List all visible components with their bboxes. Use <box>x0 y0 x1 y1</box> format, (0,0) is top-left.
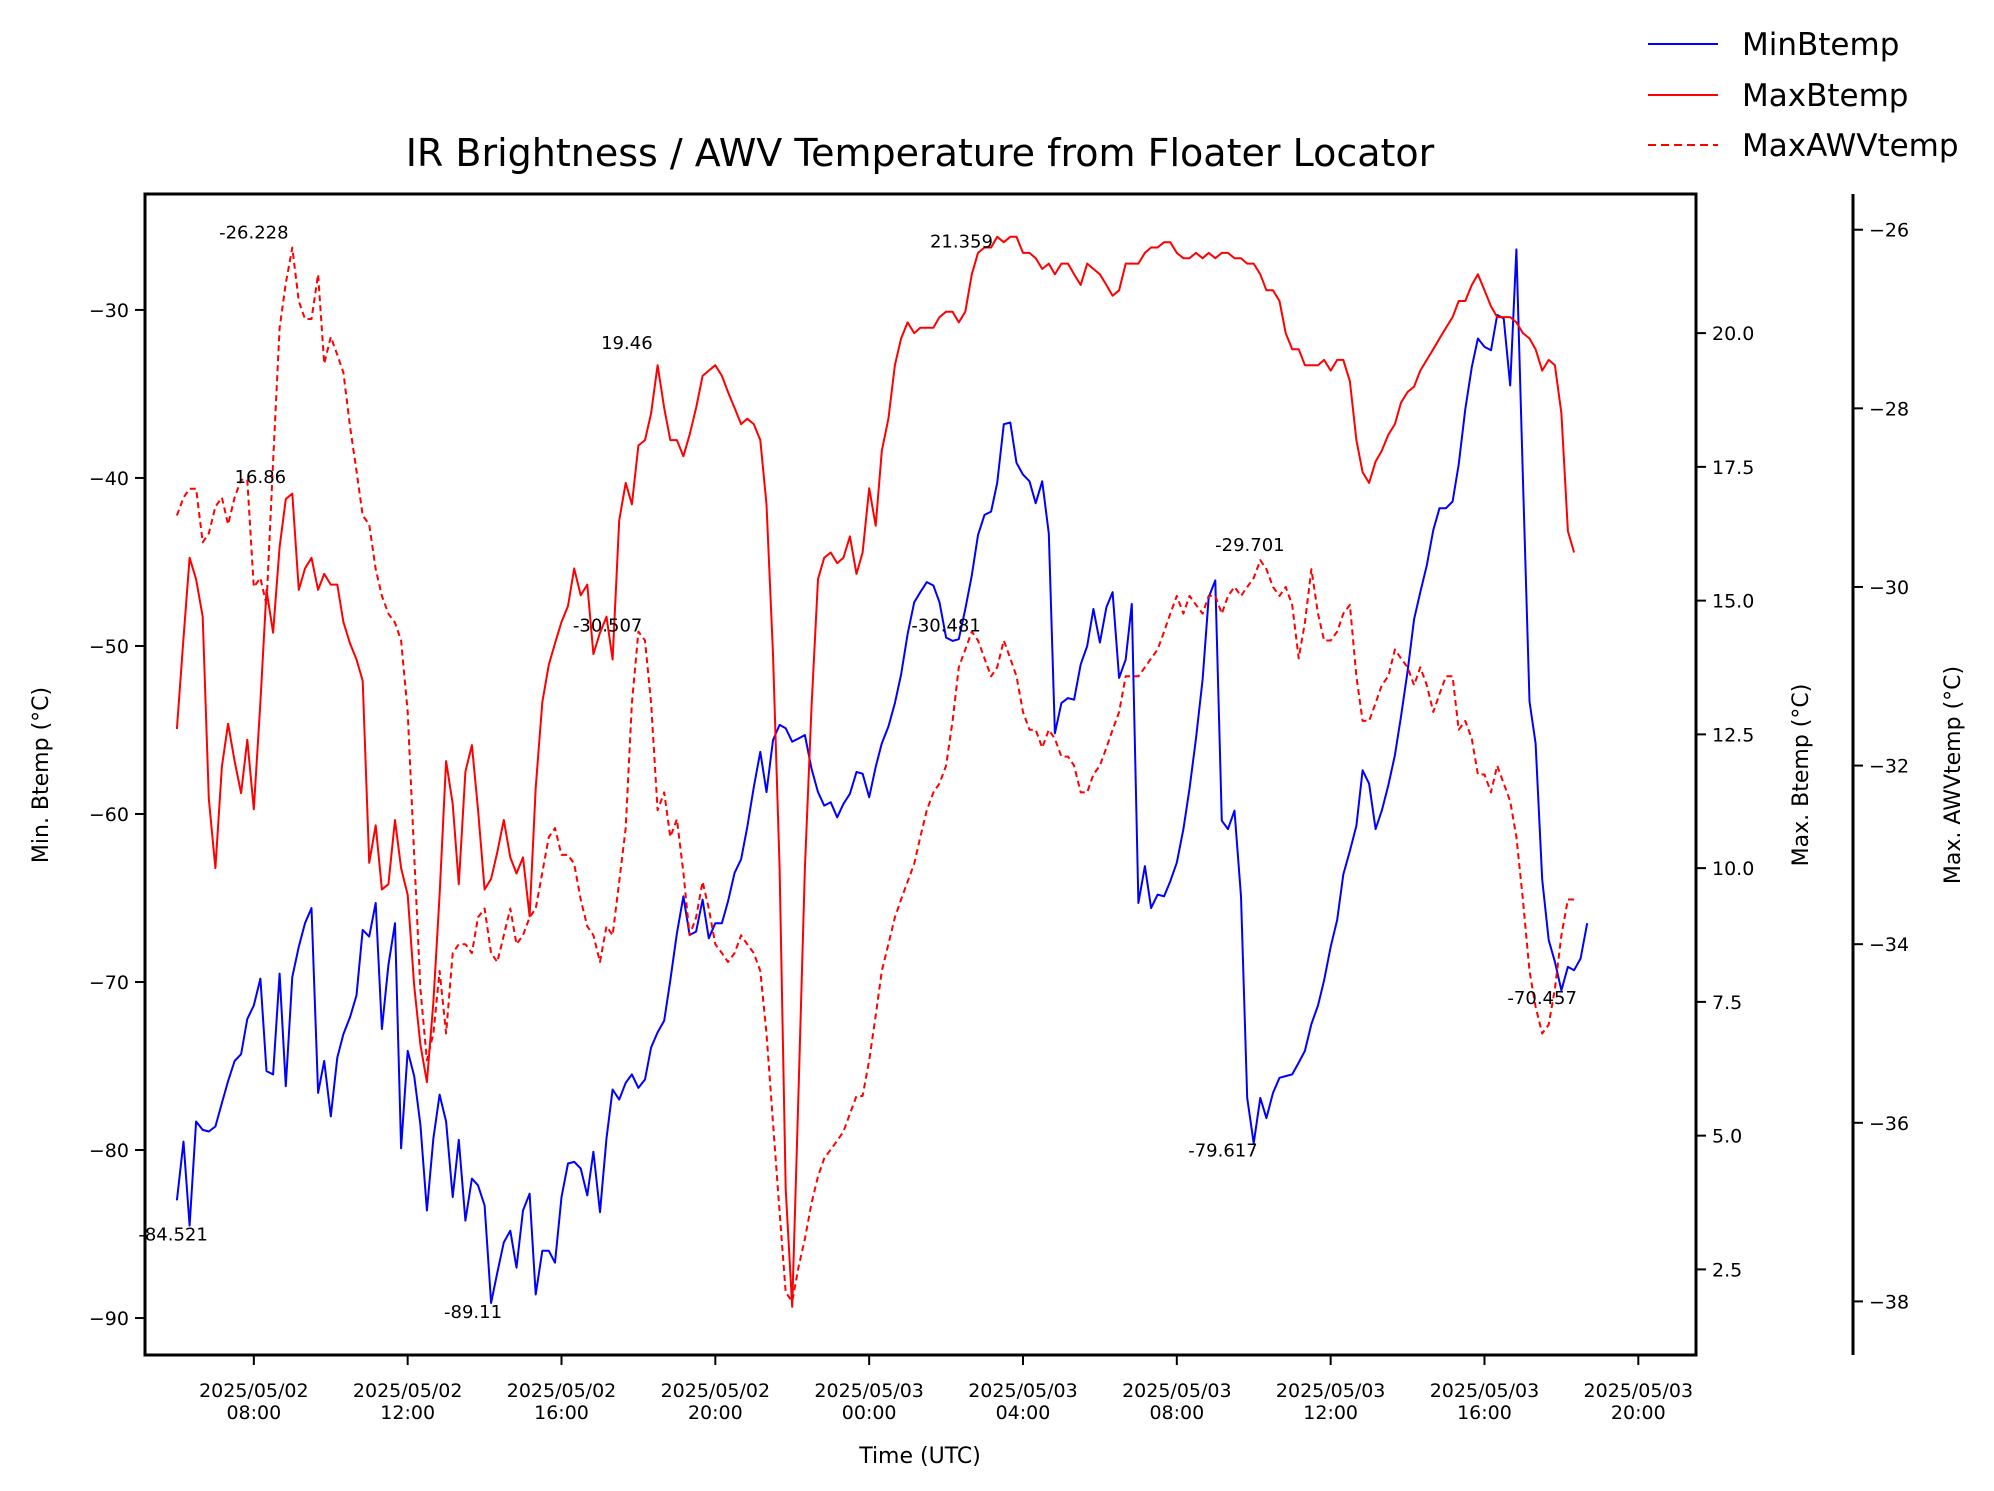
data-annotation: 21.359 <box>930 232 993 253</box>
x-tick-label-time: 16:00 <box>1457 1402 1512 1424</box>
right-tick-label: 20.0 <box>1712 323 1754 345</box>
left-tick-label: −50 <box>89 636 129 658</box>
x-tick-label: 2025/05/03 04:00 <box>968 1380 1078 1424</box>
series-line-maxbtemp <box>175 235 1576 1308</box>
x-tick-label-date: 2025/05/03 <box>968 1380 1078 1402</box>
data-annotation: -70.457 <box>1507 988 1576 1009</box>
data-annotation: 19.46 <box>601 333 653 354</box>
data-annotation: -89.11 <box>444 1302 502 1323</box>
right-tick-label: 2.5 <box>1712 1259 1742 1281</box>
data-annotation: -79.617 <box>1188 1141 1257 1162</box>
left-tick-label: −90 <box>89 1308 129 1330</box>
x-tick-label-time: 12:00 <box>380 1402 435 1424</box>
x-tick-label-date: 2025/05/02 <box>661 1380 771 1402</box>
far-right-axis: −26 −28 −30 −32 −34 −36 −38 <box>1853 220 1909 1313</box>
far-right-tick-label: −28 <box>1869 398 1909 420</box>
x-tick-label-time: 00:00 <box>842 1402 897 1424</box>
far-right-tick-label: −26 <box>1869 220 1909 242</box>
x-tick-label-date: 2025/05/02 <box>353 1380 463 1402</box>
data-annotation: 16.86 <box>235 467 287 488</box>
legend-label-maxbtemp: MaxBtemp <box>1742 78 1908 114</box>
right-tick-label: 7.5 <box>1712 992 1742 1014</box>
far-right-axis-label: Max. AWVtemp (°C) <box>1941 666 1966 884</box>
x-tick-label-date: 2025/05/03 <box>814 1380 924 1402</box>
x-tick-label-time: 20:00 <box>1611 1402 1666 1424</box>
left-tick-label: −60 <box>89 804 129 826</box>
far-right-tick-label: −34 <box>1869 934 1909 956</box>
x-tick-label-date: 2025/05/03 <box>1276 1380 1386 1402</box>
right-axis: 20.0 17.5 15.0 12.5 10.0 7.5 5.0 2.5 <box>1696 323 1754 1281</box>
legend-label-minbtemp: MinBtemp <box>1742 27 1899 63</box>
x-tick-label-date: 2025/05/03 <box>1122 1380 1232 1402</box>
series-line-maxawvtemp <box>175 246 1575 1303</box>
plot-frame <box>143 192 1698 1357</box>
right-tick-label: 5.0 <box>1712 1126 1742 1148</box>
series-line-minbtemp <box>175 248 1589 1304</box>
x-tick-label-date: 2025/05/03 <box>1584 1380 1694 1402</box>
x-tick-label-time: 20:00 <box>688 1402 743 1424</box>
right-tick-label: 17.5 <box>1712 457 1754 479</box>
x-tick-label: 2025/05/02 12:00 <box>353 1380 463 1424</box>
data-annotation: -84.521 <box>138 1225 207 1246</box>
legend: MinBtemp MaxBtemp MaxAWVtemp <box>1648 27 1959 164</box>
right-tick-label: 15.0 <box>1712 591 1754 613</box>
far-right-tick-label: −32 <box>1869 756 1909 778</box>
x-tick-label: 2025/05/02 16:00 <box>507 1380 617 1424</box>
data-annotation: -29.701 <box>1215 535 1284 556</box>
x-tick-label: 2025/05/03 16:00 <box>1430 1380 1540 1424</box>
left-axis-label: Min. Btemp (°C) <box>29 687 54 863</box>
right-axis-label: Max. Btemp (°C) <box>1789 684 1814 867</box>
x-tick-label-time: 08:00 <box>226 1402 281 1424</box>
annotation-layer: -84.521 -89.11 -79.617 -70.457 16.86 19.46 21.… <box>138 223 1577 1323</box>
right-tick-label: 12.5 <box>1712 724 1754 746</box>
data-annotation: -30.507 <box>573 616 642 637</box>
x-tick-label-time: 12:00 <box>1303 1402 1358 1424</box>
x-tick-label: 2025/05/03 00:00 <box>814 1380 924 1424</box>
x-tick-label-time: 08:00 <box>1149 1402 1204 1424</box>
x-tick-label: 2025/05/02 08:00 <box>199 1380 309 1424</box>
right-tick-label: 10.0 <box>1712 858 1754 880</box>
legend-label-maxawvtemp: MaxAWVtemp <box>1742 128 1959 164</box>
x-tick-label-date: 2025/05/03 <box>1430 1380 1540 1402</box>
far-right-tick-label: −30 <box>1869 577 1909 599</box>
left-tick-label: −80 <box>89 1140 129 1162</box>
x-tick-label-date: 2025/05/02 <box>507 1380 617 1402</box>
x-tick-label-date: 2025/05/02 <box>199 1380 309 1402</box>
far-right-tick-label: −36 <box>1869 1113 1909 1135</box>
x-tick-label: 2025/05/03 12:00 <box>1276 1380 1386 1424</box>
series-layer <box>175 235 1589 1308</box>
left-axis: −30 −40 −50 −60 −70 −80 −90 <box>89 300 145 1330</box>
left-tick-label: −30 <box>89 300 129 322</box>
data-annotation: -26.228 <box>219 223 288 244</box>
data-annotation: -30.481 <box>911 616 980 637</box>
chart-title: IR Brightness / AWV Temperature from Flo… <box>406 131 1435 175</box>
left-tick-label: −40 <box>89 468 129 490</box>
x-tick-label-time: 04:00 <box>996 1402 1051 1424</box>
x-tick-label: 2025/05/02 20:00 <box>661 1380 771 1424</box>
x-tick-label: 2025/05/03 20:00 <box>1584 1380 1694 1424</box>
x-tick-label-time: 16:00 <box>534 1402 589 1424</box>
x-tick-label: 2025/05/03 08:00 <box>1122 1380 1232 1424</box>
far-right-tick-label: −38 <box>1869 1291 1909 1313</box>
left-tick-label: −70 <box>89 972 129 994</box>
x-axis-label: Time (UTC) <box>858 1444 981 1469</box>
